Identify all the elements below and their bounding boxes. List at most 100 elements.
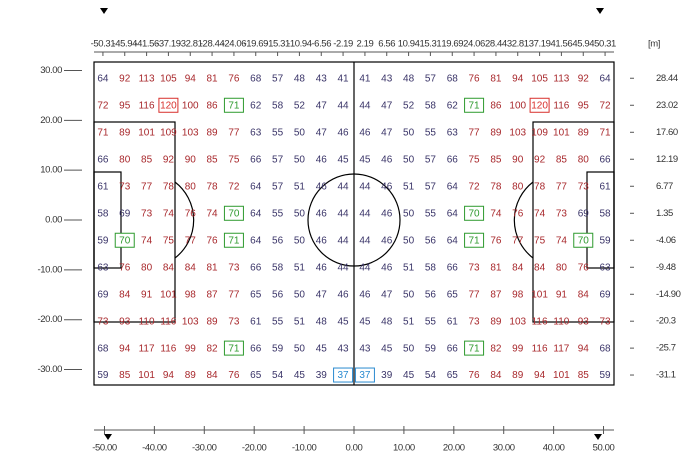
cell-value: 73 bbox=[578, 181, 590, 192]
left-tick-label: 30.00 bbox=[40, 65, 62, 76]
cell-value: 98 bbox=[512, 289, 524, 300]
cell-value: 78 bbox=[534, 181, 546, 192]
cell-value: 69 bbox=[97, 289, 109, 300]
highlight-box bbox=[354, 367, 375, 383]
cell-value: 84 bbox=[490, 370, 502, 381]
cell-value: 72 bbox=[469, 181, 481, 192]
cell-value: 61 bbox=[250, 316, 262, 327]
cell-value: 71 bbox=[469, 235, 481, 246]
cell-value: 73 bbox=[469, 262, 481, 273]
cell-value: 95 bbox=[119, 100, 131, 111]
cell-value: 66 bbox=[600, 154, 612, 165]
cell-value: 82 bbox=[207, 343, 219, 354]
cell-value: 84 bbox=[207, 370, 219, 381]
cell-value: 72 bbox=[97, 100, 109, 111]
cell-value: 89 bbox=[207, 127, 219, 138]
cell-value: 74 bbox=[207, 208, 219, 219]
bottom-tick-label: 10.00 bbox=[393, 443, 415, 454]
cell-value: 73 bbox=[556, 208, 568, 219]
cell-value: 89 bbox=[185, 370, 197, 381]
cell-value: 58 bbox=[425, 100, 437, 111]
cell-value: 47 bbox=[381, 289, 393, 300]
penalty-arc bbox=[513, 181, 534, 259]
cell-value: 94 bbox=[185, 73, 197, 84]
cell-value: 105 bbox=[531, 73, 548, 84]
x-tick-label: -50.31 bbox=[91, 39, 116, 50]
cell-value: 45 bbox=[316, 343, 328, 354]
cell-value: 39 bbox=[381, 370, 393, 381]
left-tick-label: 0.00 bbox=[45, 215, 62, 226]
cell-value: 57 bbox=[272, 73, 284, 84]
pitch bbox=[93, 61, 615, 386]
cell-value: 44 bbox=[338, 235, 350, 246]
x-tick-label: -6.56 bbox=[311, 39, 331, 50]
cell-value: 76 bbox=[469, 73, 481, 84]
y-tick-label: 1.35 bbox=[656, 208, 673, 219]
cell-value: 94 bbox=[512, 73, 524, 84]
cell-value: 69 bbox=[119, 208, 131, 219]
highlight-box bbox=[223, 205, 244, 221]
highlight-box bbox=[223, 232, 244, 248]
x-tick-label: 50.31 bbox=[594, 39, 616, 50]
cell-value: 46 bbox=[338, 127, 350, 138]
cell-value: 69 bbox=[600, 289, 612, 300]
cell-value: 70 bbox=[578, 235, 590, 246]
cell-value: 58 bbox=[425, 262, 437, 273]
cell-value: 94 bbox=[578, 343, 590, 354]
cell-value: 65 bbox=[250, 289, 262, 300]
cell-value: 43 bbox=[338, 343, 350, 354]
y-tick-label: -9.48 bbox=[656, 262, 676, 273]
cell-value: 72 bbox=[600, 100, 612, 111]
cell-value: 116 bbox=[160, 316, 176, 327]
cell-value: 47 bbox=[316, 289, 328, 300]
left-tick-label: 20.00 bbox=[40, 115, 62, 126]
cell-value: 71 bbox=[228, 235, 240, 246]
cell-value: 55 bbox=[425, 208, 437, 219]
highlight-box bbox=[158, 97, 179, 113]
cell-value: 116 bbox=[532, 343, 548, 354]
cell-value: 45 bbox=[338, 316, 350, 327]
cell-value: 59 bbox=[272, 343, 284, 354]
cell-value: 77 bbox=[512, 235, 524, 246]
y-tick-label: -20.3 bbox=[656, 316, 676, 327]
y-tick-label: -31.1 bbox=[656, 370, 676, 381]
highlight-box bbox=[464, 205, 485, 221]
cell-value: 65 bbox=[447, 289, 459, 300]
cell-value: 57 bbox=[272, 181, 284, 192]
cell-value: 75 bbox=[228, 154, 240, 165]
cell-value: 68 bbox=[250, 73, 262, 84]
cell-value: 47 bbox=[381, 127, 393, 138]
cell-value: 66 bbox=[250, 154, 262, 165]
cell-value: 89 bbox=[578, 127, 590, 138]
cell-value: 50 bbox=[294, 289, 306, 300]
highlight-box bbox=[573, 232, 594, 248]
x-tick-label: 37.19 bbox=[529, 39, 551, 50]
cell-value: 46 bbox=[359, 289, 371, 300]
cell-value: 75 bbox=[163, 235, 175, 246]
cell-value: 73 bbox=[469, 316, 481, 327]
cell-value: 62 bbox=[447, 100, 459, 111]
cell-value: 90 bbox=[512, 154, 524, 165]
cell-value: 59 bbox=[97, 370, 109, 381]
cell-value: 63 bbox=[447, 127, 459, 138]
cell-value: 76 bbox=[228, 73, 240, 84]
cell-value: 64 bbox=[600, 73, 612, 84]
cell-value: 95 bbox=[578, 100, 590, 111]
cell-value: 45 bbox=[359, 316, 371, 327]
cell-value: 45 bbox=[338, 154, 350, 165]
cell-value: 92 bbox=[119, 73, 131, 84]
cell-value: 105 bbox=[160, 73, 177, 84]
cell-value: 61 bbox=[447, 316, 459, 327]
cell-value: 103 bbox=[509, 127, 526, 138]
cell-value: 59 bbox=[97, 235, 109, 246]
cell-value: 113 bbox=[139, 73, 155, 84]
cell-value: 44 bbox=[359, 235, 371, 246]
x-tick-label: -2.19 bbox=[333, 39, 353, 50]
cell-value: 50 bbox=[403, 127, 415, 138]
cell-value: 46 bbox=[316, 208, 328, 219]
cell-value: 47 bbox=[316, 100, 328, 111]
cell-value: 68 bbox=[600, 343, 612, 354]
cell-value: 41 bbox=[359, 73, 371, 84]
cell-value: 52 bbox=[403, 100, 415, 111]
